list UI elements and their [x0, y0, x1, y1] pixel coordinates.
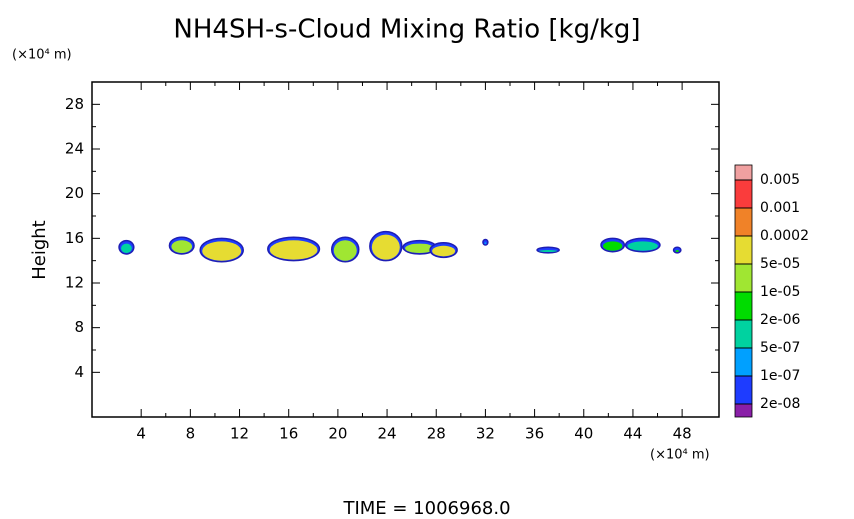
- x-tick-label: 24: [378, 425, 397, 443]
- x-tick-label: 8: [186, 425, 196, 443]
- cloud-core: [121, 243, 132, 253]
- cloud-core: [333, 240, 357, 261]
- cloud-core: [432, 245, 456, 257]
- colorbar-label: 5e-07: [760, 340, 800, 356]
- x-unit: (×10⁴ m): [650, 448, 710, 463]
- x-tick-label: 16: [279, 425, 298, 443]
- cloud-core: [405, 243, 435, 253]
- colorbar-box: [734, 375, 753, 405]
- colorbar-box: [734, 235, 753, 265]
- cloud-core: [627, 241, 658, 251]
- x-tick-label: 20: [328, 425, 347, 443]
- colorbar-label: 1e-07: [760, 368, 800, 384]
- x-tick-label: 48: [673, 425, 692, 443]
- cloud-core: [171, 240, 193, 253]
- x-tick-label: 36: [525, 425, 544, 443]
- cloud-core: [675, 250, 679, 253]
- y-tick-label: 8: [74, 318, 84, 336]
- colorbar-box: [734, 263, 753, 293]
- y-tick-label: 28: [65, 95, 84, 113]
- y-tick-label: 4: [74, 363, 84, 381]
- colorbar-box: [734, 179, 753, 209]
- cloud-core: [269, 240, 318, 260]
- x-tick-label: 32: [476, 425, 495, 443]
- cloud-core: [202, 241, 242, 261]
- colorbar-label: 2e-06: [760, 312, 800, 328]
- colorbar-box: [734, 291, 753, 321]
- colorbar-label: 0.0002: [760, 228, 809, 244]
- colorbar-label: 0.005: [760, 172, 800, 188]
- y-unit: (×10⁴ m): [12, 48, 72, 63]
- x-tick-label: 4: [136, 425, 146, 443]
- footer: TIME = 1006968.0: [342, 498, 510, 519]
- cloud-core: [602, 241, 623, 251]
- colorbar-box: [734, 164, 753, 181]
- x-tick-label: 28: [427, 425, 446, 443]
- cloud-core: [539, 250, 558, 253]
- colorbar-box: [734, 347, 753, 377]
- colorbar-label: 5e-05: [760, 256, 800, 272]
- x-tick-label: 44: [623, 425, 642, 443]
- x-tick-label: 40: [574, 425, 593, 443]
- colorbar-box: [734, 319, 753, 349]
- colorbar-label: 0.001: [760, 200, 800, 216]
- y-tick-label: 16: [65, 229, 84, 247]
- y-tick-label: 20: [65, 184, 84, 202]
- y-tick-label: 24: [65, 140, 84, 158]
- colorbar-box: [734, 403, 753, 418]
- y-tick-label: 12: [65, 274, 84, 292]
- plot-frame: [91, 81, 720, 418]
- colorbar-box: [734, 207, 753, 237]
- y-axis-label: Height: [29, 220, 50, 280]
- chart-title: NH4SH-s-Cloud Mixing Ratio [kg/kg]: [173, 15, 640, 45]
- cloud-core: [371, 234, 400, 260]
- x-tick-label: 12: [230, 425, 249, 443]
- colorbar-label: 1e-05: [760, 284, 800, 300]
- cloud-core: [484, 242, 487, 245]
- colorbar-label: 2e-08: [760, 396, 800, 412]
